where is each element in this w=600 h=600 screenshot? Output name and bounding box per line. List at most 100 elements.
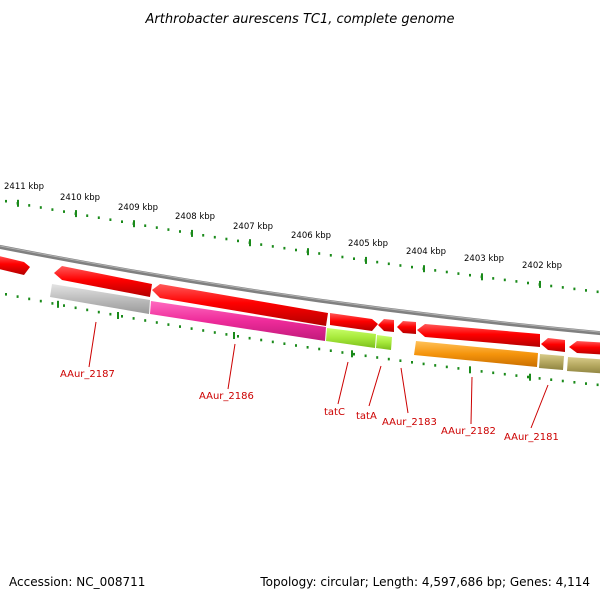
minor-tick	[248, 336, 251, 340]
major-tick	[539, 280, 541, 288]
minor-tick	[202, 329, 205, 332]
cds-arrow[interactable]	[330, 313, 378, 331]
minor-tick	[132, 317, 135, 320]
minor-tick	[376, 356, 379, 359]
minor-tick	[364, 354, 367, 358]
minor-tick	[51, 208, 54, 211]
tick-label-2405: 2405 kbp	[348, 239, 388, 249]
cds-arrow[interactable]	[569, 341, 600, 355]
minor-tick	[561, 286, 564, 289]
minor-tick	[121, 315, 123, 318]
cds-arrow[interactable]	[378, 319, 394, 332]
minor-tick	[109, 218, 112, 221]
genome-backbone-highlight	[0, 245, 600, 333]
cds-track	[0, 255, 600, 355]
genome-stats-text: Topology: circular; Length: 4,597,686 bp…	[259, 575, 590, 589]
minor-tick	[318, 347, 321, 351]
tick-label-2410: 2410 kbp	[60, 193, 100, 203]
leader-line	[227, 343, 236, 390]
minor-tick	[469, 273, 471, 277]
minor-tick	[237, 239, 239, 243]
gene-block-tatc[interactable]	[326, 328, 376, 348]
inner-tick-ring	[5, 293, 599, 387]
major-tick	[249, 239, 251, 247]
minor-tick	[411, 265, 413, 269]
minor-tick	[167, 228, 170, 231]
major-tick	[57, 300, 59, 308]
cds-arrow[interactable]	[397, 321, 416, 334]
leader-line	[337, 361, 349, 405]
minor-tick	[63, 304, 65, 307]
minor-tick	[109, 312, 112, 316]
minor-tick	[399, 264, 402, 267]
minor-tick	[387, 357, 390, 361]
minor-tick	[550, 284, 553, 288]
minor-tick	[144, 319, 147, 322]
map-title: Arthrobacter aurescens TC1, complete gen…	[145, 12, 455, 27]
minor-tick	[190, 327, 193, 330]
gene-feature-track	[50, 284, 600, 374]
tick-label-2404: 2404 kbp	[406, 247, 446, 257]
minor-tick	[202, 234, 205, 237]
outer-tick-ring: 2411 kbp 2410 kbp 2409 kbp 2408 kbp 2407…	[4, 182, 599, 294]
genome-backbone	[0, 244, 600, 336]
minor-tick	[573, 381, 576, 384]
major-tick	[133, 220, 135, 228]
minor-tick	[39, 206, 42, 209]
minor-tick	[295, 344, 297, 347]
major-tick	[17, 199, 19, 207]
tick-label-2409: 2409 kbp	[118, 203, 158, 213]
minor-tick	[527, 375, 529, 379]
gene-block[interactable]	[567, 357, 600, 374]
gene-label-aaur-2183[interactable]: AAur_2183	[382, 417, 437, 428]
minor-tick	[97, 216, 100, 219]
cds-arrow[interactable]	[54, 266, 152, 297]
tick-label-2403: 2403 kbp	[464, 254, 504, 264]
minor-tick	[329, 349, 332, 352]
gene-label-tatc[interactable]: tatC	[324, 407, 345, 418]
gene-label-aaur-2186[interactable]: AAur_2186	[199, 391, 254, 402]
minor-tick	[271, 245, 274, 248]
minor-tick	[155, 321, 158, 324]
minor-tick	[515, 280, 518, 283]
minor-tick	[457, 272, 460, 275]
cds-arrow[interactable]	[152, 284, 328, 326]
minor-tick	[492, 277, 495, 280]
gene-block-tata[interactable]	[376, 335, 392, 350]
major-tick	[351, 350, 353, 358]
tick-label-2411: 2411 kbp	[4, 182, 44, 192]
gene-block-aaur-2181[interactable]	[539, 354, 564, 370]
minor-tick	[74, 306, 77, 310]
minor-tick	[179, 325, 181, 328]
leader-line	[530, 384, 549, 429]
minor-tick	[341, 351, 344, 354]
major-tick	[529, 373, 531, 381]
minor-tick	[237, 335, 239, 338]
minor-tick	[596, 290, 599, 294]
tick-marks-outer	[5, 199, 599, 294]
gene-label-aaur-2181[interactable]: AAur_2181	[504, 432, 559, 443]
minor-tick	[503, 372, 506, 376]
tick-label-2408: 2408 kbp	[175, 212, 215, 222]
cds-arrow[interactable]	[417, 324, 540, 347]
gene-block-aaur-2182[interactable]	[414, 341, 538, 367]
tick-label-2402: 2402 kbp	[522, 261, 562, 271]
minor-tick	[596, 383, 599, 387]
major-tick	[423, 265, 425, 273]
gene-block-aaur-2186[interactable]	[150, 301, 326, 341]
major-tick	[233, 332, 235, 339]
minor-tick	[527, 281, 529, 285]
minor-tick	[480, 370, 483, 373]
gene-block-aaur-2187[interactable]	[50, 284, 150, 314]
gene-label-aaur-2187[interactable]: AAur_2187	[60, 369, 115, 380]
cds-arrow[interactable]	[0, 255, 30, 275]
leader-line	[470, 376, 473, 425]
cds-arrow[interactable]	[541, 338, 565, 352]
tick-label-2406: 2406 kbp	[291, 231, 331, 241]
gene-label-aaur-2182[interactable]: AAur_2182	[441, 426, 496, 437]
minor-tick	[376, 260, 379, 264]
minor-tick	[295, 248, 297, 252]
minor-tick	[434, 269, 437, 272]
gene-label-tata[interactable]: tatA	[356, 411, 377, 422]
